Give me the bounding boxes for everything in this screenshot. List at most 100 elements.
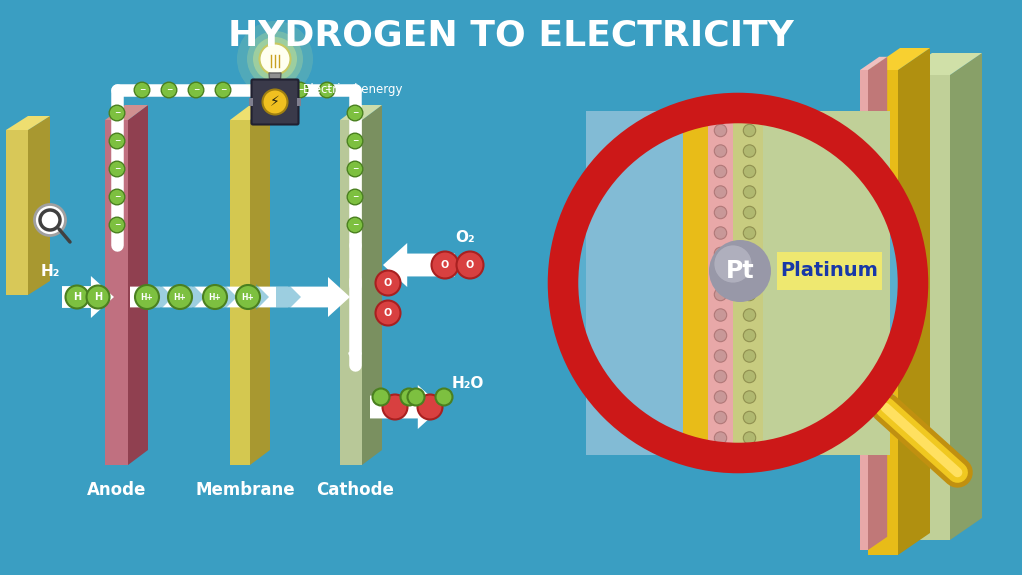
Circle shape — [109, 189, 125, 205]
Circle shape — [714, 411, 727, 424]
Polygon shape — [763, 111, 890, 455]
Circle shape — [743, 206, 755, 218]
Text: O: O — [384, 308, 392, 318]
Text: Cathode: Cathode — [316, 481, 393, 499]
Polygon shape — [180, 284, 205, 310]
Text: −: − — [220, 86, 226, 94]
FancyBboxPatch shape — [251, 79, 298, 125]
Polygon shape — [28, 116, 50, 295]
Circle shape — [743, 288, 755, 301]
Polygon shape — [212, 284, 237, 310]
Circle shape — [743, 247, 755, 260]
Circle shape — [65, 286, 89, 309]
Circle shape — [714, 309, 727, 321]
Circle shape — [743, 124, 755, 137]
Circle shape — [714, 206, 727, 218]
Circle shape — [714, 165, 727, 178]
Circle shape — [87, 286, 109, 309]
Circle shape — [431, 251, 459, 278]
Text: −: − — [193, 86, 199, 94]
Polygon shape — [105, 120, 128, 465]
Polygon shape — [370, 385, 442, 429]
Polygon shape — [340, 105, 382, 120]
Text: −: − — [113, 136, 121, 145]
Polygon shape — [900, 53, 982, 75]
Text: Anode: Anode — [87, 481, 147, 499]
Circle shape — [109, 105, 125, 121]
Circle shape — [203, 285, 227, 309]
Circle shape — [263, 90, 287, 114]
Circle shape — [714, 329, 727, 342]
Polygon shape — [62, 276, 114, 318]
Circle shape — [375, 270, 401, 296]
Polygon shape — [683, 111, 708, 455]
Circle shape — [743, 186, 755, 198]
Polygon shape — [128, 105, 148, 465]
Text: −: − — [352, 220, 358, 229]
Polygon shape — [230, 105, 270, 120]
Polygon shape — [362, 105, 382, 465]
Circle shape — [35, 205, 65, 236]
Circle shape — [714, 391, 727, 403]
Circle shape — [260, 44, 290, 75]
Polygon shape — [230, 120, 250, 465]
Circle shape — [743, 370, 755, 383]
Circle shape — [743, 165, 755, 178]
Text: −: − — [166, 86, 172, 94]
Circle shape — [161, 82, 177, 98]
Text: O₂: O₂ — [455, 229, 475, 244]
Circle shape — [743, 432, 755, 444]
Polygon shape — [860, 57, 887, 70]
Polygon shape — [249, 98, 253, 106]
Circle shape — [237, 21, 313, 97]
Circle shape — [347, 133, 363, 149]
Text: H₂: H₂ — [40, 263, 59, 278]
Polygon shape — [244, 284, 269, 310]
Text: −: − — [352, 109, 358, 117]
Text: Pt: Pt — [726, 259, 754, 283]
Circle shape — [714, 124, 727, 137]
Circle shape — [743, 268, 755, 280]
Circle shape — [714, 288, 727, 301]
Polygon shape — [276, 284, 301, 310]
Circle shape — [372, 389, 389, 405]
Polygon shape — [270, 79, 280, 84]
Circle shape — [408, 389, 424, 405]
Circle shape — [714, 186, 727, 198]
Text: −: − — [113, 164, 121, 174]
Circle shape — [109, 133, 125, 149]
Polygon shape — [868, 48, 930, 70]
Polygon shape — [297, 98, 301, 106]
Circle shape — [253, 37, 297, 81]
Circle shape — [714, 227, 727, 239]
Text: H+: H+ — [141, 293, 153, 301]
Circle shape — [109, 161, 125, 177]
Text: H₂O: H₂O — [452, 375, 484, 390]
Text: −: − — [296, 86, 304, 94]
Circle shape — [236, 285, 260, 309]
FancyBboxPatch shape — [777, 252, 882, 290]
Circle shape — [743, 309, 755, 321]
Circle shape — [347, 161, 363, 177]
Circle shape — [375, 301, 401, 325]
Polygon shape — [860, 70, 868, 550]
Circle shape — [563, 108, 913, 458]
Text: HYDROGEN TO ELECTRICITY: HYDROGEN TO ELECTRICITY — [228, 18, 794, 52]
Circle shape — [743, 350, 755, 362]
Circle shape — [292, 82, 308, 98]
Polygon shape — [898, 48, 930, 555]
Polygon shape — [6, 130, 28, 295]
Circle shape — [135, 285, 159, 309]
Circle shape — [347, 189, 363, 205]
Circle shape — [714, 268, 727, 280]
Polygon shape — [868, 70, 898, 555]
Text: Platinum: Platinum — [781, 262, 879, 281]
Text: −: − — [113, 109, 121, 117]
Polygon shape — [148, 284, 173, 310]
Circle shape — [714, 246, 751, 282]
Circle shape — [714, 350, 727, 362]
Text: −: − — [113, 220, 121, 229]
Text: −: − — [352, 136, 358, 145]
Polygon shape — [269, 73, 281, 79]
Polygon shape — [105, 105, 148, 120]
